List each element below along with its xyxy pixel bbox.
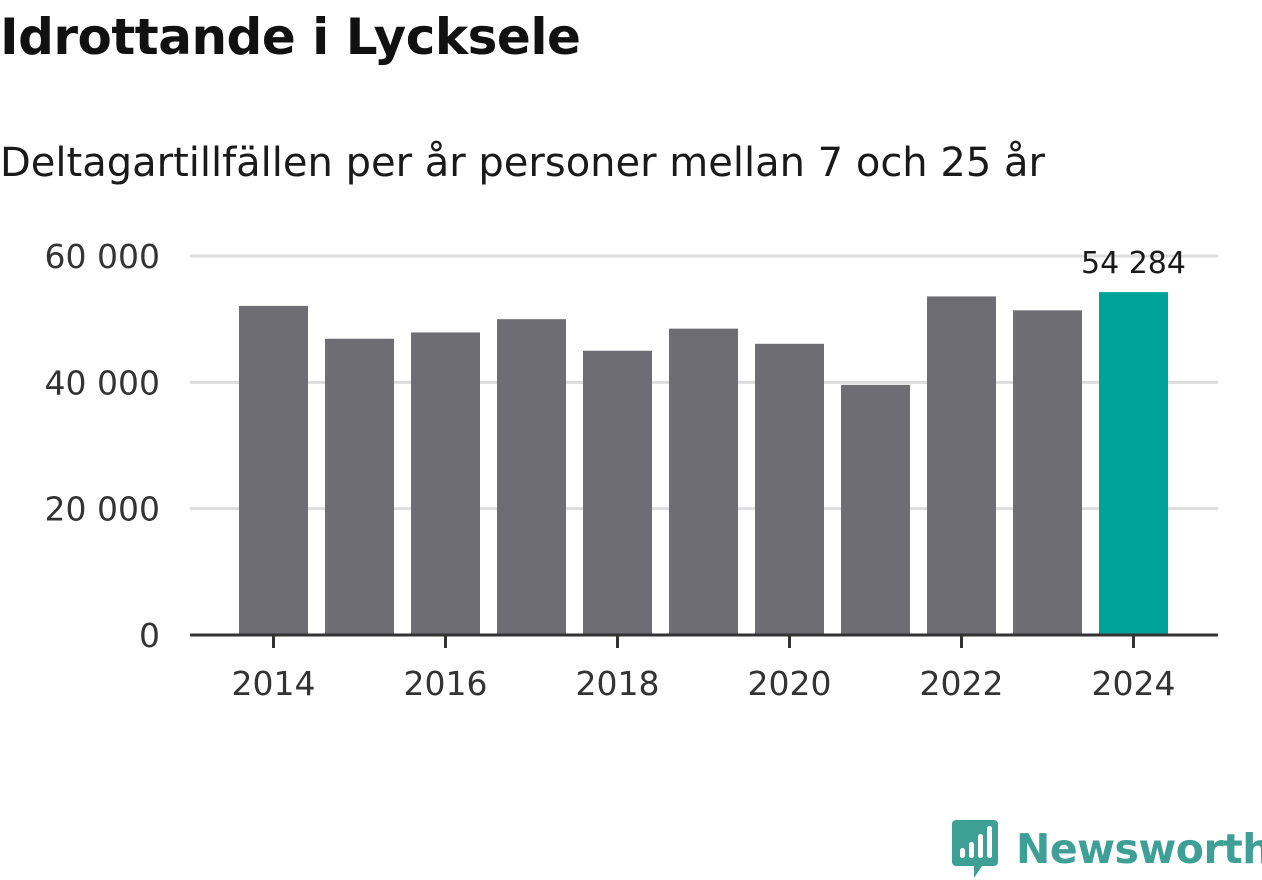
y-tick-label: 0 xyxy=(139,616,160,655)
bar-2020 xyxy=(755,343,824,635)
bar-2019 xyxy=(669,328,738,635)
bar-2024 xyxy=(1099,292,1168,635)
newsworthy-logo-text: Newsworthy xyxy=(1016,825,1262,873)
bar-2014 xyxy=(239,305,308,635)
x-tick-label: 2018 xyxy=(576,664,660,703)
x-tick-label: 2022 xyxy=(920,664,1004,703)
bars xyxy=(239,292,1168,635)
chart-title: Idrottande i Lycksele xyxy=(0,8,581,66)
data-labels: 54 284 xyxy=(1081,246,1186,281)
bar-2023 xyxy=(1013,310,1082,635)
bar-2022 xyxy=(927,296,996,635)
y-tick-label: 20 000 xyxy=(45,490,160,529)
y-axis-ticks: 0 20 000 40 000 60 000 xyxy=(45,237,160,655)
x-axis-ticks: 2014 2016 2018 2020 2022 2024 xyxy=(232,635,1176,703)
x-tick-label: 2024 xyxy=(1092,664,1176,703)
chart-subtitle: Deltagartillfällen per år personer mella… xyxy=(0,140,1045,186)
bar-2016 xyxy=(411,332,480,635)
x-tick-label: 2020 xyxy=(748,664,832,703)
x-tick-label: 2014 xyxy=(232,664,316,703)
y-tick-label: 60 000 xyxy=(45,237,160,276)
data-label-2024: 54 284 xyxy=(1081,246,1186,281)
bar-2018 xyxy=(583,350,652,635)
y-tick-label: 40 000 xyxy=(45,363,160,402)
bar-2015 xyxy=(325,338,394,635)
bar-2021 xyxy=(841,384,910,635)
newsworthy-logo-icon xyxy=(952,820,998,878)
x-tick-label: 2016 xyxy=(404,664,488,703)
newsworthy-logo: Newsworthy xyxy=(950,818,1262,880)
bar-2017 xyxy=(497,319,566,635)
